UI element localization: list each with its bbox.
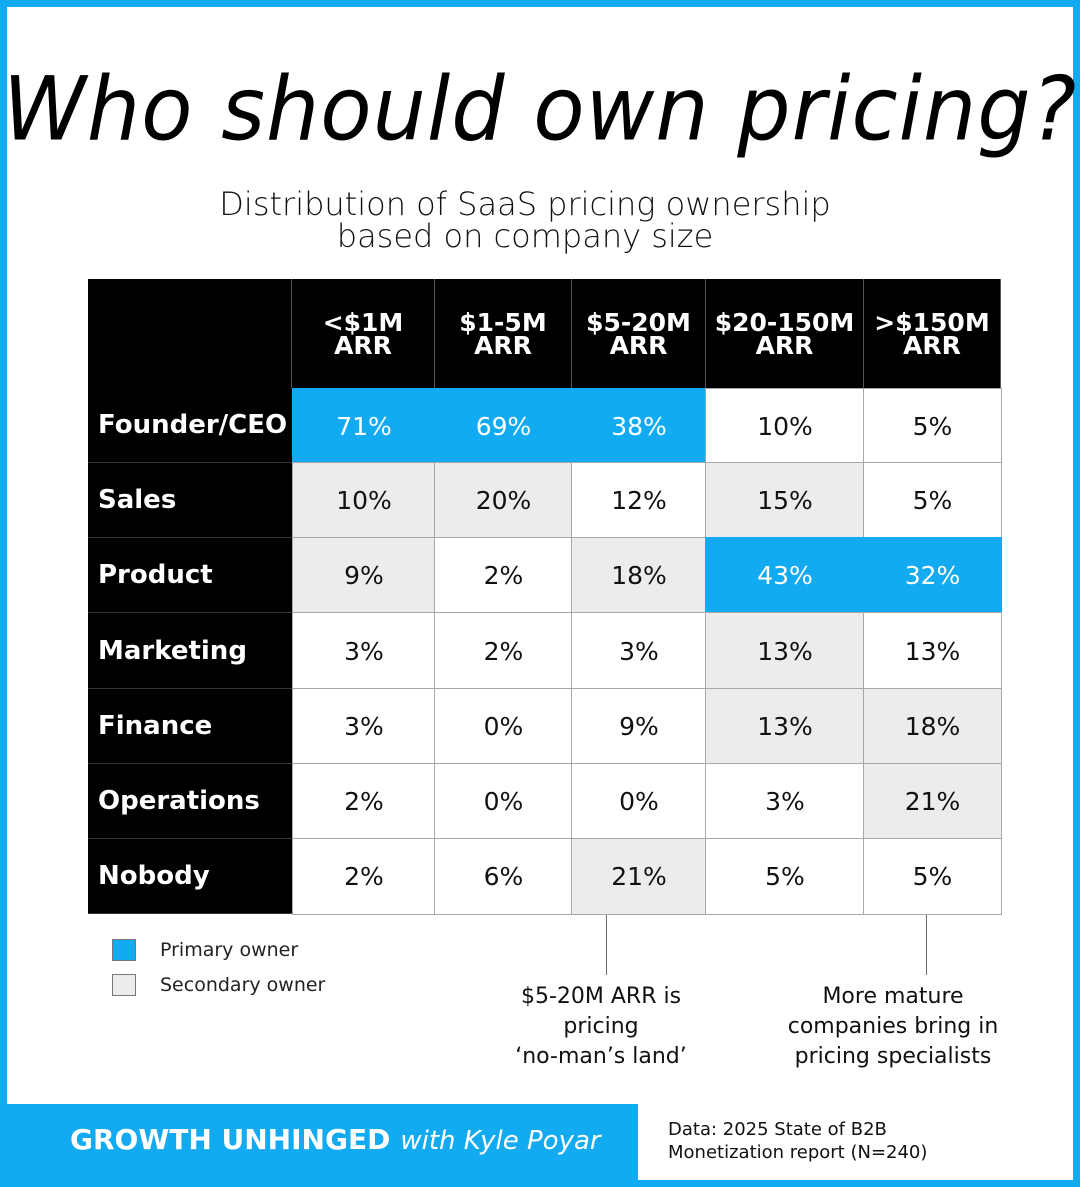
annotation-mid-market: $5-20M ARR is pricing ‘no-man’s land’ [470, 982, 732, 1072]
column-header-line-1: $5-20M [586, 307, 691, 337]
brand-author: with Kyle Poyar [400, 1126, 601, 1156]
table-cell: 2% [434, 537, 573, 614]
table-cell: 71% [292, 388, 436, 464]
table-cell: 69% [434, 388, 573, 464]
table-cell: 3% [571, 612, 707, 690]
annotation-mature: More mature companies bring in pricing s… [770, 982, 1016, 1072]
table-cell: 0% [434, 763, 573, 840]
table-cell: 32% [863, 537, 1002, 614]
table-cell: 20% [434, 462, 573, 539]
subtitle-line-2: based on company size [336, 217, 714, 255]
column-header-line-2: ARR [903, 330, 961, 360]
table-cell: 18% [863, 688, 1002, 765]
column-header-line-2: ARR [609, 330, 668, 360]
legend-secondary-swatch [112, 974, 136, 996]
table-cell: 15% [705, 462, 865, 539]
table-cell: 0% [571, 763, 707, 840]
column-header-line-1: $20-150M [714, 307, 855, 337]
table-cell: 9% [571, 688, 707, 765]
annotation-mid-market-line-2: pricing [563, 1014, 639, 1039]
source-box: Data: 2025 State of B2B Monetization rep… [638, 1104, 1073, 1180]
table-cell: 18% [571, 537, 707, 614]
column-header-label: $1-5M ARR [459, 307, 547, 360]
subtitle-line-1: Distribution of SaaS pricing ownership [219, 185, 831, 223]
table-cell: 5% [863, 838, 1002, 915]
table-cell: 10% [292, 462, 436, 539]
column-header-label: $5-20M ARR [586, 307, 691, 360]
annotation-mid-market-line-3: ‘no-man’s land’ [515, 1044, 687, 1069]
column-header: $20-150M ARR [706, 279, 864, 388]
table-cell: 2% [434, 612, 573, 690]
table-cell: 21% [863, 763, 1002, 840]
source-line-2: Monetization report (N=240) [668, 1142, 928, 1163]
annotation-mature-line-2: companies bring in [787, 1014, 999, 1039]
brand-footer: GROWTH UNHINGED with Kyle Poyar [70, 1123, 601, 1156]
table-cell: 5% [863, 388, 1002, 464]
legend-secondary: Secondary owner [112, 972, 325, 998]
table-cell: 13% [705, 688, 865, 765]
table-cell: 13% [705, 612, 865, 690]
column-header-line-2: ARR [334, 330, 392, 360]
source-note: Data: 2025 State of B2B Monetization rep… [668, 1118, 1068, 1164]
page-title: Who should own pricing? [2, 57, 1078, 161]
annotation-mature-line-1: More mature [822, 984, 964, 1009]
table-cell: 9% [292, 537, 436, 614]
column-header-line-2: ARR [755, 330, 814, 360]
annotation-line-mature [926, 915, 927, 975]
legend-primary-swatch [112, 939, 136, 961]
annotation-mid-market-line-1: $5-20M ARR is [520, 984, 682, 1009]
column-header-line-1: >$150M [874, 307, 990, 337]
table-cell: 38% [571, 388, 707, 464]
row-label: Finance [88, 689, 292, 764]
table-cell: 5% [705, 838, 865, 915]
column-header-line-1: <$1M [322, 307, 404, 337]
annotation-line-mid-market [606, 915, 607, 975]
header-corner [88, 279, 292, 388]
table-cell: 10% [705, 388, 865, 464]
table-cell: 13% [863, 612, 1002, 690]
annotation-mature-line-3: pricing specialists [794, 1044, 992, 1069]
legend-primary-label: Primary owner [160, 939, 299, 961]
column-header: >$150M ARR [864, 279, 1001, 388]
table-cell: 5% [863, 462, 1002, 539]
table-cell: 6% [434, 838, 573, 915]
subtitle: Distribution of SaaS pricing ownership b… [0, 188, 1050, 252]
table-cell: 3% [292, 612, 436, 690]
column-header-line-1: $1-5M [459, 307, 547, 337]
table-cell: 2% [292, 763, 436, 840]
table-cell: 3% [705, 763, 865, 840]
column-header: <$1M ARR [292, 279, 435, 388]
legend-secondary-label: Secondary owner [160, 974, 326, 996]
table-cell: 43% [705, 537, 865, 614]
row-label: Sales [88, 463, 292, 538]
table-cell: 3% [292, 688, 436, 765]
row-label: Marketing [88, 613, 292, 689]
row-label: Operations [88, 764, 292, 839]
row-label: Nobody [88, 839, 292, 914]
column-header-label: $20-150M ARR [714, 307, 855, 360]
column-header: $1-5M ARR [435, 279, 572, 388]
row-label: Product [88, 538, 292, 613]
table-cell: 21% [571, 838, 707, 915]
row-label: Founder/CEO [88, 388, 292, 463]
column-header-line-2: ARR [474, 330, 532, 360]
table-cell: 12% [571, 462, 707, 539]
brand-name: GROWTH UNHINGED [70, 1123, 391, 1156]
table-cell: 2% [292, 838, 436, 915]
source-line-1: Data: 2025 State of B2B [668, 1119, 887, 1140]
column-header-label: >$150M ARR [874, 307, 990, 360]
legend-primary: Primary owner [112, 937, 298, 963]
column-header: $5-20M ARR [572, 279, 706, 388]
column-header-label: <$1M ARR [322, 307, 404, 360]
table-cell: 0% [434, 688, 573, 765]
